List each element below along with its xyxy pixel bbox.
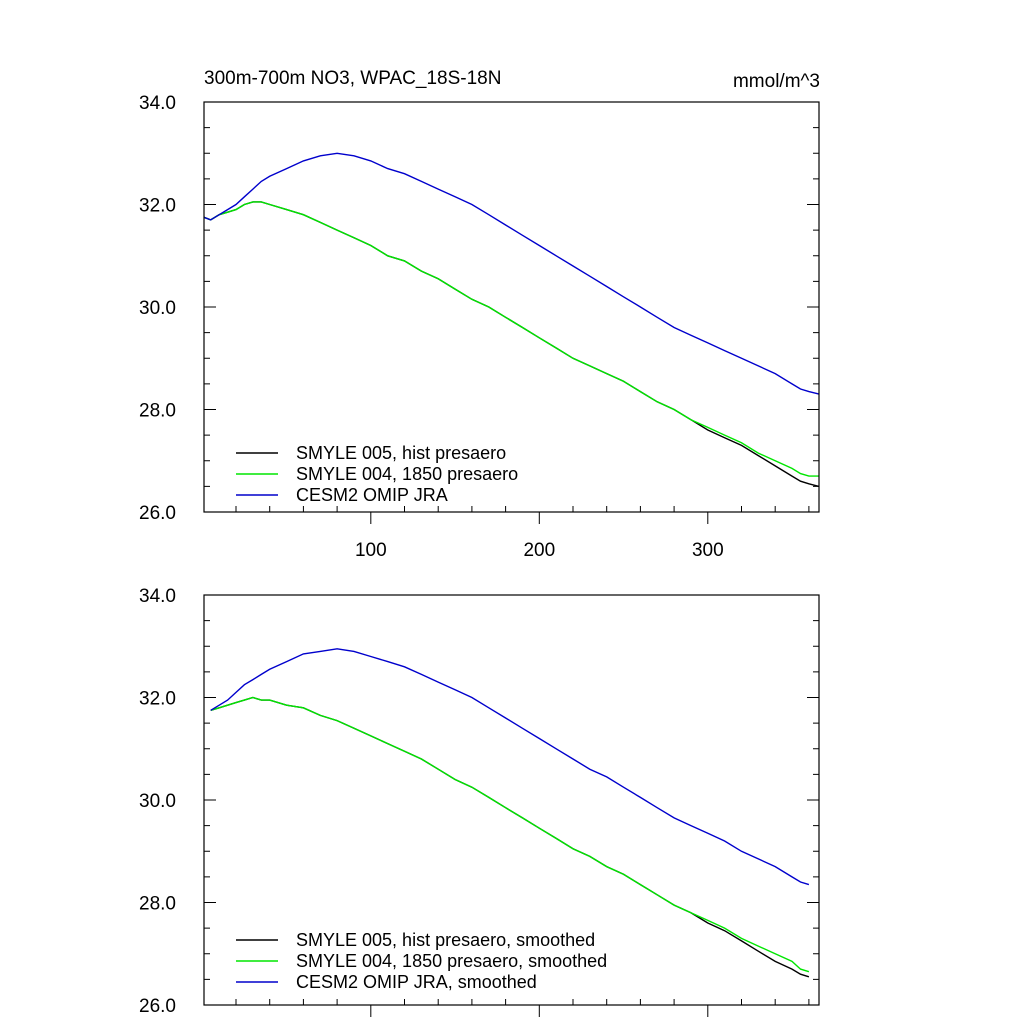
legend-label: SMYLE 005, hist presaero — [296, 443, 506, 463]
chart-title: 300m-700m NO3, WPAC_18S-18N — [204, 68, 501, 89]
series-line — [203, 152, 820, 395]
series-layer — [210, 648, 810, 978]
top-panel: 300m-700m NO3, WPAC_18S-18N mmol/m^3 26.… — [139, 68, 820, 561]
y-tick-label: 26.0 — [139, 503, 176, 524]
legend-label: CESM2 OMIP JRA, smoothed — [296, 972, 537, 992]
y-tick-label: 28.0 — [139, 401, 176, 422]
series-line — [210, 696, 810, 973]
legend-label: CESM2 OMIP JRA — [296, 485, 448, 505]
y-tick-label: 26.0 — [139, 996, 176, 1017]
plot-frame — [203, 594, 820, 1006]
y-tick-label: 28.0 — [139, 894, 176, 915]
y-tick-label: 34.0 — [139, 586, 176, 607]
series-line — [210, 648, 810, 886]
y-tick-label: 30.0 — [139, 298, 176, 319]
series-layer — [203, 152, 820, 488]
y-tick-label: 30.0 — [139, 791, 176, 812]
y-tick-label: 34.0 — [139, 93, 176, 114]
legend-label: SMYLE 005, hist presaero, smoothed — [296, 930, 595, 950]
legend-label: SMYLE 004, 1850 presaero, smoothed — [296, 951, 607, 971]
y-tick-label: 32.0 — [139, 689, 176, 710]
units-label: mmol/m^3 — [733, 71, 820, 92]
plot-frame — [203, 101, 820, 513]
x-tick-label: 200 — [523, 540, 555, 561]
x-tick-label: 300 — [692, 540, 724, 561]
legend: SMYLE 005, hist presaero, smoothedSMYLE … — [236, 930, 607, 992]
axis-ticks: 26.0 28.0 30.0 32.0 34.0 — [139, 586, 819, 1017]
legend-label: SMYLE 004, 1850 presaero — [296, 464, 518, 484]
y-tick-label: 32.0 — [139, 196, 176, 217]
bottom-panel: 26.0 28.0 30.0 32.0 34.0 SMYLE 005, hist pre… — [139, 586, 820, 1017]
axis-ticks: 26.0 28.0 30.0 32.0 34.0 100 200 300 — [139, 93, 819, 561]
series-line — [203, 201, 819, 477]
x-tick-label: 100 — [355, 540, 387, 561]
